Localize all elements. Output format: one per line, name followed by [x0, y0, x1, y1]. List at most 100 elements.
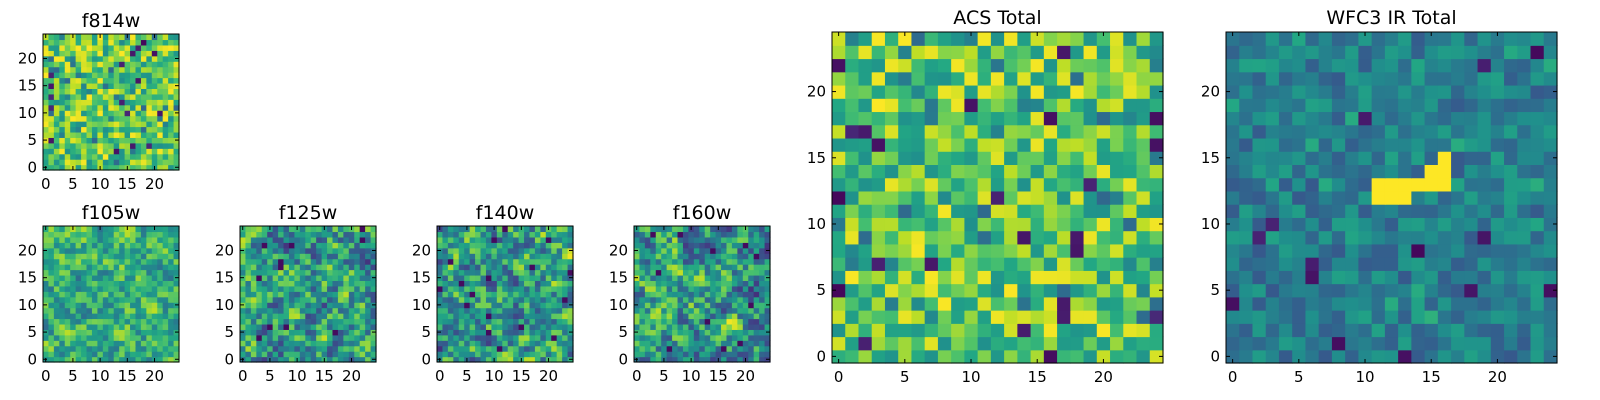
heatmap-cell [1371, 177, 1386, 192]
heatmap-cell [102, 329, 109, 336]
heatmap-cell [634, 351, 641, 358]
heatmap-cell [119, 93, 126, 100]
heatmap-cell [354, 345, 361, 352]
heatmap-cell [1136, 270, 1151, 285]
heatmap-cell [278, 323, 285, 330]
heatmap-cell [365, 253, 372, 260]
heatmap-cell [124, 50, 131, 57]
heatmap-cell [715, 253, 722, 260]
heatmap-cell [119, 39, 126, 46]
heatmap-cell [272, 258, 279, 265]
heatmap-cell [102, 104, 109, 111]
heatmap-cell [97, 274, 104, 281]
heatmap-cell [108, 148, 115, 155]
heatmap-cell [693, 274, 700, 281]
heatmap-cell [1096, 349, 1111, 364]
heatmap-cell [278, 285, 285, 292]
heatmap-cell [81, 307, 88, 314]
heatmap-cell [1331, 124, 1346, 139]
heatmap-cell [316, 280, 323, 287]
heatmap-cell [272, 329, 279, 336]
heatmap-cell [81, 39, 88, 46]
heatmap-cell [1149, 349, 1164, 364]
heatmap-cell [650, 323, 657, 330]
heatmap-cell [48, 247, 55, 254]
heatmap-cell [737, 236, 744, 243]
heatmap-cell [359, 302, 366, 309]
heatmap-cell [721, 264, 728, 271]
heatmap-cell [119, 44, 126, 51]
heatmap-cell [119, 236, 126, 243]
heatmap-cell [551, 345, 558, 352]
heatmap-cell [151, 115, 158, 122]
heatmap-cell [354, 274, 361, 281]
heatmap-cell [1110, 45, 1124, 60]
heatmap-cell [1136, 98, 1151, 113]
heatmap-cell [1265, 151, 1280, 165]
heatmap-cell [964, 230, 979, 245]
heatmap-cell [124, 39, 131, 46]
heatmap-cell [256, 258, 263, 265]
heatmap-cell [469, 351, 476, 358]
heatmap-cell [288, 351, 295, 358]
heatmap-cell [502, 258, 509, 265]
heatmap-cell [1110, 137, 1124, 152]
heatmap-cell [1292, 84, 1307, 99]
heatmap-cell [453, 236, 460, 243]
heatmap-cell [157, 77, 164, 84]
heatmap-cell [693, 356, 700, 363]
heatmap-cell [146, 323, 153, 330]
heatmap-cell [162, 39, 169, 46]
heatmap-cell [81, 88, 88, 95]
heatmap-cell [1424, 84, 1439, 99]
heatmap-cell [871, 124, 886, 139]
heatmap-cell [370, 318, 377, 325]
heatmap-cell [1543, 190, 1558, 205]
heatmap-cell [168, 258, 175, 265]
heatmap-cell [162, 264, 169, 271]
heatmap-cell [59, 345, 66, 352]
heatmap-cell [102, 340, 109, 347]
heatmap-cell [310, 323, 317, 330]
heatmap-cell [256, 356, 263, 363]
heatmap-cell [1252, 190, 1267, 205]
heatmap-cell [731, 236, 738, 243]
heatmap-cell [91, 291, 98, 298]
heatmap-cell [64, 153, 71, 160]
heatmap-cell [354, 258, 361, 265]
heatmap-cell [924, 190, 939, 205]
heatmap-cell [1110, 270, 1124, 285]
heatmap-cell [924, 151, 939, 165]
heatmap-cell [124, 280, 131, 287]
heatmap-cell [672, 247, 679, 254]
heatmap-cell [951, 296, 965, 311]
heatmap-cell [102, 356, 109, 363]
heatmap-cell [86, 296, 93, 303]
heatmap-cell [70, 61, 77, 68]
heatmap-cell [48, 164, 55, 171]
heatmap-cell [731, 307, 738, 314]
heatmap-cell [721, 269, 728, 276]
heatmap-cell [845, 151, 860, 165]
heatmap-cell [556, 318, 563, 325]
heatmap-cell [1239, 71, 1254, 86]
heatmap-cell [81, 318, 88, 325]
heatmap-cell [1411, 190, 1426, 205]
heatmap-cell [146, 291, 153, 298]
heatmap-cell [1004, 124, 1018, 139]
heatmap-cell [64, 329, 71, 336]
heatmap-cell [1371, 137, 1386, 152]
heatmap-cell [1543, 137, 1558, 152]
heatmap-cell [1358, 270, 1373, 285]
heatmap-cell [650, 318, 657, 325]
heatmap-cell [91, 323, 98, 330]
heatmap-cell [151, 66, 158, 73]
heatmap-cell [359, 329, 366, 336]
heatmap-cell [1057, 257, 1071, 271]
heatmap-cell [59, 164, 66, 171]
heatmap-cell [1305, 323, 1320, 338]
heatmap-cell [283, 323, 290, 330]
heatmap-cell [871, 336, 886, 351]
heatmap-cell [327, 302, 334, 309]
heatmap-cell [1070, 151, 1085, 165]
